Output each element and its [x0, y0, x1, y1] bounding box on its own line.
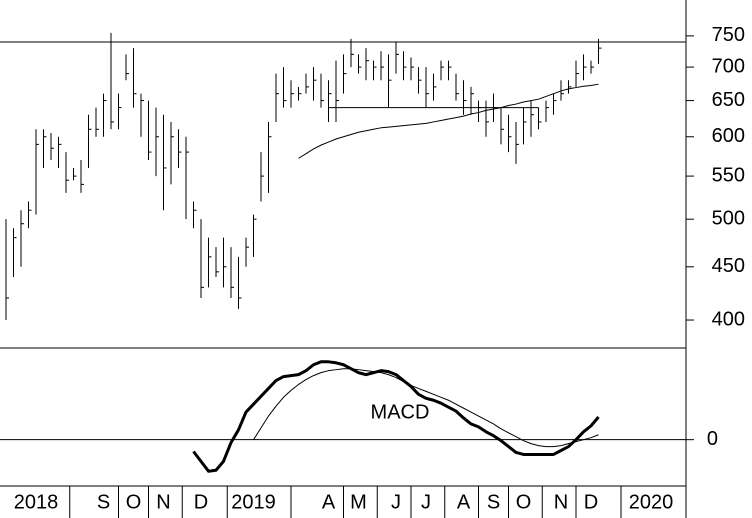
- x-tick-label: 2018: [14, 491, 59, 513]
- macd-line: [192, 360, 600, 473]
- y-tick-label: 450: [712, 255, 745, 277]
- x-tick-label: A: [457, 491, 471, 513]
- x-tick-label: O: [126, 491, 142, 513]
- x-tick-label: S: [487, 491, 500, 513]
- x-tick-label: O: [516, 491, 532, 513]
- x-tick-label: 2019: [231, 491, 276, 513]
- x-tick-label: J: [421, 491, 431, 513]
- x-tick-label: D: [194, 491, 208, 513]
- series-label: MACD: [371, 401, 430, 423]
- y-tick-label: 750: [712, 24, 745, 46]
- y-tick-label: 550: [712, 164, 745, 186]
- y-tick-label: 500: [712, 207, 745, 229]
- x-tick-label: D: [584, 491, 598, 513]
- macd-line: [253, 368, 599, 448]
- y-tick-label: 700: [712, 55, 745, 77]
- y-tick-label: 400: [712, 308, 745, 330]
- x-tick-label: N: [156, 491, 170, 513]
- y-tick-label: 0: [707, 428, 718, 450]
- x-tick-label: 2020: [629, 491, 674, 513]
- x-tick-label: M: [350, 491, 367, 513]
- y-tick-label: 650: [712, 89, 745, 111]
- x-tick-label: N: [554, 491, 568, 513]
- y-tick-label: 600: [712, 125, 745, 147]
- x-tick-label: A: [322, 491, 336, 513]
- x-tick-label: S: [97, 491, 110, 513]
- x-tick-label: J: [391, 491, 401, 513]
- moving-average: [298, 83, 599, 159]
